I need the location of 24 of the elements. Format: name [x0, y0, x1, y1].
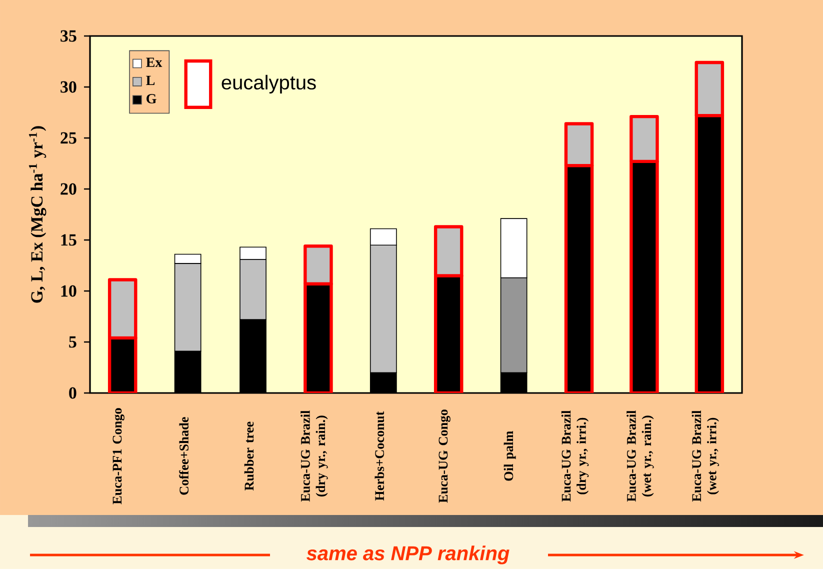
y-tick-label: 10 [61, 285, 76, 297]
y-tick-label: 35 [60, 30, 76, 42]
x-tick-label: Euca-UG Congo [438, 410, 450, 503]
x-tick-label: Euca-UG Brazil (wet yr., rain.) [626, 410, 654, 502]
legend-label: L [146, 76, 155, 86]
x-tick-label: Euca-UG Brazil (dry yr., irri.) [561, 410, 589, 502]
x-tick-label: Herbs+Coconut [374, 411, 384, 501]
x-tick-label: Euca-UG Brazil (wet yr., irri.) [692, 410, 720, 502]
y-axis-title: G, L, Ex (MgC ha$^{-1}$ yr$^{-1}$) [28, 126, 46, 303]
y-tick-label: 0 [69, 387, 76, 399]
x-tick-label: Euca-UG Brazil (dry yr., rain.) [300, 410, 328, 502]
y-tick-label: 15 [61, 234, 76, 246]
y-tick-label: 30 [60, 81, 76, 93]
y-tick-label: 20 [60, 183, 76, 195]
x-tick-label: Euca-PF1 Congo [112, 408, 124, 504]
annotation: eucalyptus [222, 74, 316, 94]
legend-label: Ex [146, 58, 162, 67]
x-tick-label: Coffee+Shade [179, 417, 189, 495]
y-tick-label: 25 [60, 132, 76, 144]
text: same as NPP ranking [306, 546, 510, 564]
x-tick-label: Rubber tree [244, 422, 254, 491]
y-tick-label: 5 [69, 336, 76, 348]
legend-label: G [146, 94, 156, 104]
x-tick-label: Oil palm [504, 430, 516, 481]
